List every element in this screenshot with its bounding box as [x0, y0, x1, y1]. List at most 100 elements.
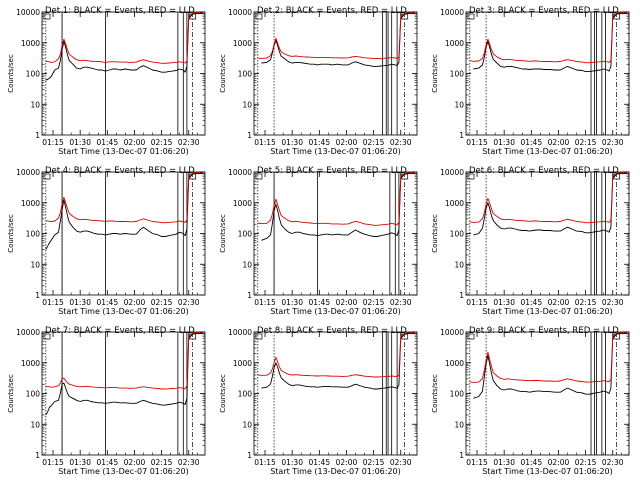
- x-tick-label-0215: 02:15: [151, 458, 173, 467]
- y-tick-label: 10000: [440, 168, 464, 177]
- x-tick-label-0200: 02:00: [336, 458, 358, 467]
- x-tick-label-0130: 01:30: [493, 458, 515, 467]
- x-axis-label: Start Time (13-Dec-07 01:06:20): [270, 467, 401, 476]
- lld-count-line: [45, 12, 204, 64]
- y-tick-label: 1000: [233, 359, 252, 368]
- y-tick-label: 100: [238, 70, 253, 79]
- y-tick-label: 100: [238, 390, 253, 399]
- panel-title: Det 5: BLACK = Events, RED = LLD: [257, 166, 407, 176]
- lld-count-line: [469, 172, 628, 224]
- lld-count-line: [469, 12, 628, 64]
- y-tick-label: 1000: [21, 39, 40, 48]
- x-axis-label: Start Time (13-Dec-07 01:06:20): [482, 467, 613, 476]
- y-tick-label: 1: [459, 451, 464, 460]
- panel-title: Det 9: BLACK = Events, RED = LLD: [469, 326, 619, 336]
- attenuator-marker: [43, 333, 51, 340]
- x-tick-label-0145: 01:45: [96, 458, 118, 467]
- y-tick-label: 100: [26, 390, 41, 399]
- x-axis-label: Start Time (13-Dec-07 01:06:20): [270, 147, 401, 156]
- attenuator-marker: [255, 173, 263, 180]
- panel-title: Det 1: BLACK = Events, RED = LLD: [45, 6, 195, 16]
- x-tick-label-0230: 02:30: [178, 458, 200, 467]
- x-tick-label-0200: 02:00: [124, 458, 146, 467]
- x-tick-label-0130: 01:30: [281, 298, 303, 307]
- x-axis-label: Start Time (13-Dec-07 01:06:20): [58, 467, 189, 476]
- y-tick-label: 10000: [440, 328, 464, 337]
- x-tick-label-0130: 01:30: [69, 298, 91, 307]
- lld-count-line: [257, 12, 416, 60]
- x-tick-label-0215: 02:15: [151, 138, 173, 147]
- y-tick-label: 1: [247, 291, 252, 300]
- detector-panel-2: 1 10 100 1000 10000 01:15 01:30 01:45 02:00 02:15…: [219, 6, 418, 156]
- attenuator-marker: [467, 173, 475, 180]
- y-tick-label: 1000: [21, 359, 40, 368]
- y-tick-label: 10000: [16, 8, 40, 17]
- attenuator-marker: [255, 333, 263, 340]
- attenuator-marker: [467, 13, 475, 20]
- detector-panel-7: 1 10 100 1000 10000 01:15 01:30 01:45 02:00 02:15…: [7, 326, 206, 476]
- x-tick-label-0215: 02:15: [363, 298, 385, 307]
- y-tick-label: 1: [35, 131, 40, 140]
- x-tick-label-0200: 02:00: [548, 458, 570, 467]
- x-tick-label-0215: 02:15: [575, 138, 597, 147]
- y-tick-label: 10: [30, 420, 40, 429]
- y-axis-label: Counts/sec: [219, 214, 227, 253]
- x-tick-label-0145: 01:45: [520, 138, 542, 147]
- y-tick-label: 1: [247, 131, 252, 140]
- x-tick-label-0115: 01:15: [42, 138, 64, 147]
- lld-count-line: [45, 172, 204, 224]
- events-count-line: [473, 172, 628, 236]
- panel-title: Det 7: BLACK = Events, RED = LLD: [45, 326, 195, 336]
- x-axis-label: Start Time (13-Dec-07 01:06:20): [482, 147, 613, 156]
- y-tick-label: 1000: [233, 39, 252, 48]
- attenuator-marker: [43, 173, 51, 180]
- y-tick-label: 100: [26, 230, 41, 239]
- x-tick-label-0115: 01:15: [466, 298, 488, 307]
- attenuator-marker: [467, 333, 475, 340]
- y-tick-label: 1: [35, 451, 40, 460]
- events-count-line: [261, 172, 416, 241]
- x-tick-label-0200: 02:00: [124, 298, 146, 307]
- x-tick-label-0200: 02:00: [336, 138, 358, 147]
- y-tick-label: 1000: [233, 199, 252, 208]
- y-tick-label: 10: [242, 100, 252, 109]
- y-axis-label: Counts/sec: [431, 374, 439, 413]
- y-tick-label: 100: [450, 70, 465, 79]
- detector-panel-4: 1 10 100 1000 10000 01:15 01:30 01:45 02:00 02:15…: [7, 166, 206, 316]
- x-tick-label-0130: 01:30: [69, 458, 91, 467]
- x-tick-label-0115: 01:15: [254, 458, 276, 467]
- panel-title: Det 6: BLACK = Events, RED = LLD: [469, 166, 619, 176]
- detector-panel-5: 1 10 100 1000 10000 01:15 01:30 01:45 02:00 02:15…: [219, 166, 418, 316]
- x-tick-label-0230: 02:30: [602, 138, 624, 147]
- y-axis-label: Counts/sec: [7, 214, 15, 253]
- y-tick-label: 1000: [445, 359, 464, 368]
- x-tick-label-0115: 01:15: [466, 458, 488, 467]
- y-tick-label: 10: [30, 100, 40, 109]
- y-tick-label: 10000: [440, 8, 464, 17]
- y-tick-label: 10: [454, 100, 464, 109]
- y-tick-label: 100: [238, 230, 253, 239]
- lld-count-line: [469, 332, 628, 383]
- x-tick-label-0130: 01:30: [493, 138, 515, 147]
- x-tick-label-0215: 02:15: [151, 298, 173, 307]
- x-tick-label-0145: 01:45: [308, 138, 330, 147]
- x-tick-label-0200: 02:00: [336, 298, 358, 307]
- events-count-line: [261, 12, 416, 67]
- x-tick-label-0230: 02:30: [602, 298, 624, 307]
- y-tick-label: 10: [454, 420, 464, 429]
- y-tick-label: 10000: [228, 168, 252, 177]
- x-tick-label-0115: 01:15: [42, 458, 64, 467]
- x-axis-label: Start Time (13-Dec-07 01:06:20): [482, 307, 613, 316]
- detector-panel-9: 1 10 100 1000 10000 01:15 01:30 01:45 02:00 02:15…: [431, 326, 630, 476]
- x-tick-label-0230: 02:30: [178, 298, 200, 307]
- x-tick-label-0130: 01:30: [281, 458, 303, 467]
- lld-count-line: [45, 332, 204, 390]
- y-tick-label: 10: [242, 260, 252, 269]
- x-tick-label-0200: 02:00: [548, 298, 570, 307]
- y-axis-label: Counts/sec: [431, 214, 439, 253]
- y-tick-label: 1: [247, 451, 252, 460]
- y-tick-label: 10000: [16, 168, 40, 177]
- detector-panel-1: 1 10 100 1000 10000 01:15 01:30 01:45 02:00 02:15…: [7, 6, 206, 156]
